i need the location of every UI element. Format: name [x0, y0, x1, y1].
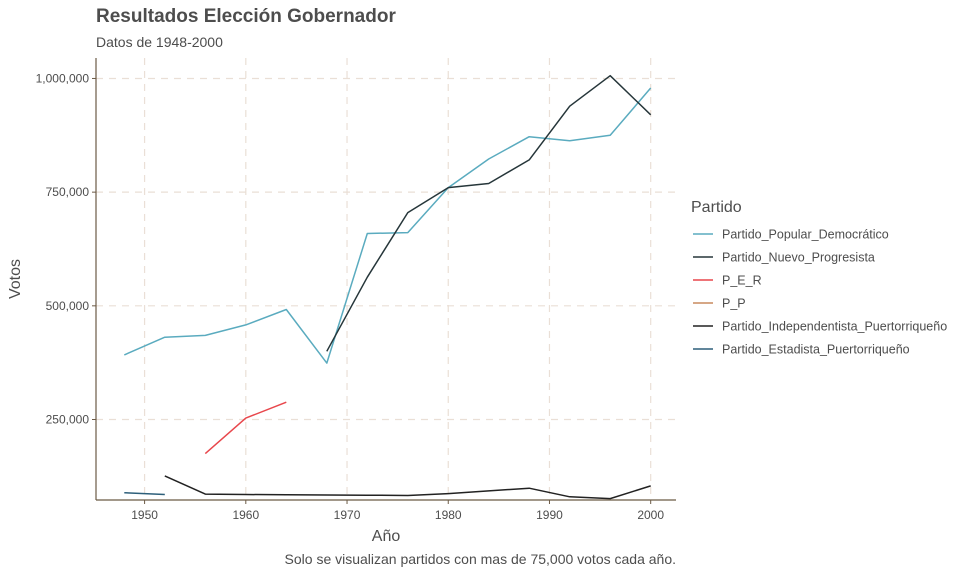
y-tick-label: 500,000 — [46, 299, 90, 313]
y-tick-label: 1,000,000 — [36, 71, 90, 85]
series-line — [123, 87, 652, 364]
x-tick-label: 2000 — [637, 508, 664, 522]
legend-label: Partido_Nuevo_Progresista — [722, 251, 875, 265]
legend-label: P_P — [722, 297, 746, 311]
y-axis-title: Votos — [7, 259, 24, 299]
y-axis: 250,000 500,000 750,000 1,000,000 — [36, 71, 96, 427]
x-tick-label: 1960 — [232, 508, 259, 522]
legend-label: Partido_Independentista_Puertorriqueño — [722, 320, 947, 334]
series-lines — [123, 74, 652, 500]
series-line — [164, 475, 651, 500]
series-line — [204, 401, 287, 455]
x-tick-label: 1980 — [435, 508, 462, 522]
legend-label: P_E_R — [722, 274, 762, 288]
chart-caption: Solo se visualizan partidos con mas de 7… — [285, 551, 676, 567]
chart-subtitle: Datos de 1948-2000 — [96, 34, 223, 50]
legend: Partido Partido_Popular_Democrático Parti… — [691, 199, 947, 357]
series-line — [124, 491, 165, 496]
x-tick-label: 1990 — [536, 508, 563, 522]
y-tick-label: 250,000 — [46, 413, 90, 427]
x-tick-label: 1970 — [334, 508, 361, 522]
x-axis: 1950 1960 1970 1980 1990 2000 — [131, 500, 664, 522]
series-line — [326, 74, 652, 352]
y-tick-label: 750,000 — [46, 185, 90, 199]
legend-label: Partido_Estadista_Puertorriqueño — [722, 343, 910, 357]
legend-label: Partido_Popular_Democrático — [722, 228, 889, 242]
grid — [96, 58, 676, 500]
x-axis-title: Año — [372, 528, 401, 545]
x-tick-label: 1950 — [131, 508, 158, 522]
chart-title: Resultados Elección Gobernador — [96, 6, 396, 27]
legend-title: Partido — [691, 199, 742, 216]
